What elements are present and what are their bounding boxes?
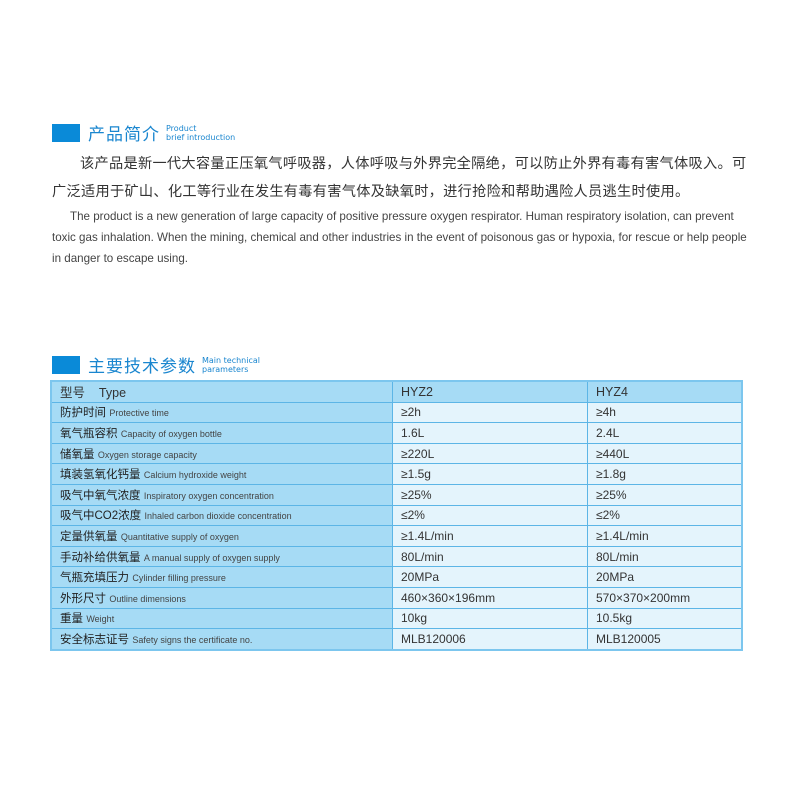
hyz2-value: 20MPa	[392, 566, 588, 588]
hyz4-value: ≥1.4L/min	[587, 525, 743, 547]
hyz4-value: 570×370×200mm	[587, 586, 743, 609]
hyz2-value: 10kg	[392, 607, 588, 630]
params-table: 型号 Type HYZ2 HYZ4 防护时间 Protective time ≥2…	[50, 380, 743, 651]
table-row: 气瓶充填压力 Cylinder filling pressure 20MPa 20M…	[50, 566, 743, 588]
params-section-header: 主要技术参数 Main technical parameters	[52, 352, 260, 377]
hyz4-value: MLB120005	[587, 628, 743, 651]
hyz4-value: 80L/min	[587, 545, 743, 568]
header-type: 型号 Type	[50, 380, 393, 403]
param-label: 氧气瓶容积 Capacity of oxygen bottle	[50, 422, 393, 444]
table-row: 储氧量 Oxygen storage capacity ≥220L ≥440L	[50, 442, 743, 465]
header-hyz4: HYZ4	[587, 380, 743, 403]
param-label: 防护时间 Protective time	[50, 401, 393, 424]
table-row: 填装氢氧化钙量 Calcium hydroxide weight ≥1.5g ≥1.…	[50, 463, 743, 485]
table-row: 重量 Weight 10kg 10.5kg	[50, 607, 743, 630]
hyz2-value: ≥220L	[392, 442, 588, 465]
intro-title-zh: 产品简介	[88, 125, 160, 145]
param-label: 储氧量 Oxygen storage capacity	[50, 442, 393, 465]
param-label: 外形尺寸 Outline dimensions	[50, 586, 393, 609]
param-label: 吸气中CO2浓度 Inhaled carbon dioxide concentr…	[50, 504, 393, 527]
hyz4-value: ≥25%	[587, 483, 743, 506]
intro-title-en: Product brief introduction	[166, 123, 236, 142]
intro-section-header: 产品简介 Product brief introduction	[52, 120, 235, 145]
hyz4-value: ≥440L	[587, 442, 743, 465]
hyz4-value: 2.4L	[587, 422, 743, 444]
hyz4-value: ≤2%	[587, 504, 743, 527]
intro-text-en: The product is a new generation of large…	[52, 210, 747, 265]
table-row: 安全标志证号 Safety signs the certificate no. M…	[50, 628, 743, 651]
table-row: 吸气中CO2浓度 Inhaled carbon dioxide concentr…	[50, 504, 743, 527]
hyz4-value: ≥4h	[587, 401, 743, 424]
table-row: 氧气瓶容积 Capacity of oxygen bottle 1.6L 2.4L	[50, 422, 743, 444]
param-label: 填装氢氧化钙量 Calcium hydroxide weight	[50, 463, 393, 485]
param-label: 定量供氧量 Quantitative supply of oxygen	[50, 525, 393, 547]
hyz2-value: 80L/min	[392, 545, 588, 568]
param-label: 手动补给供氧量 A manual supply of oxygen supply	[50, 545, 393, 568]
hyz4-value: 20MPa	[587, 566, 743, 588]
hyz2-value: ≤2%	[392, 504, 588, 527]
hyz2-value: ≥2h	[392, 401, 588, 424]
header-hyz2: HYZ2	[392, 380, 588, 403]
table-row: 定量供氧量 Quantitative supply of oxygen ≥1.4L…	[50, 525, 743, 547]
hyz2-value: ≥1.5g	[392, 463, 588, 485]
table-row: 防护时间 Protective time ≥2h ≥4h	[50, 401, 743, 424]
hyz2-value: 460×360×196mm	[392, 586, 588, 609]
section-marker	[52, 355, 80, 374]
param-label: 重量 Weight	[50, 607, 393, 630]
intro-text-zh: 该产品是新一代大容量正压氧气呼吸器，人体呼吸与外界完全隔绝，可以防止外界有毒有害…	[52, 156, 747, 200]
table-row: 外形尺寸 Outline dimensions 460×360×196mm 570×…	[50, 586, 743, 609]
hyz2-value: ≥1.4L/min	[392, 525, 588, 547]
section-marker	[52, 123, 80, 142]
hyz2-value: ≥25%	[392, 483, 588, 506]
param-label: 气瓶充填压力 Cylinder filling pressure	[50, 566, 393, 588]
table-row: 手动补给供氧量 A manual supply of oxygen supply…	[50, 545, 743, 568]
table-header-row: 型号 Type HYZ2 HYZ4	[50, 380, 743, 403]
params-title-zh: 主要技术参数	[88, 357, 196, 377]
param-label: 吸气中氧气浓度 Inspiratory oxygen concentration	[50, 483, 393, 506]
hyz2-value: 1.6L	[392, 422, 588, 444]
hyz4-value: ≥1.8g	[587, 463, 743, 485]
params-title-en: Main technical parameters	[202, 355, 260, 374]
param-label: 安全标志证号 Safety signs the certificate no.	[50, 628, 393, 651]
hyz4-value: 10.5kg	[587, 607, 743, 630]
hyz2-value: MLB120006	[392, 628, 588, 651]
table-row: 吸气中氧气浓度 Inspiratory oxygen concentration…	[50, 483, 743, 506]
